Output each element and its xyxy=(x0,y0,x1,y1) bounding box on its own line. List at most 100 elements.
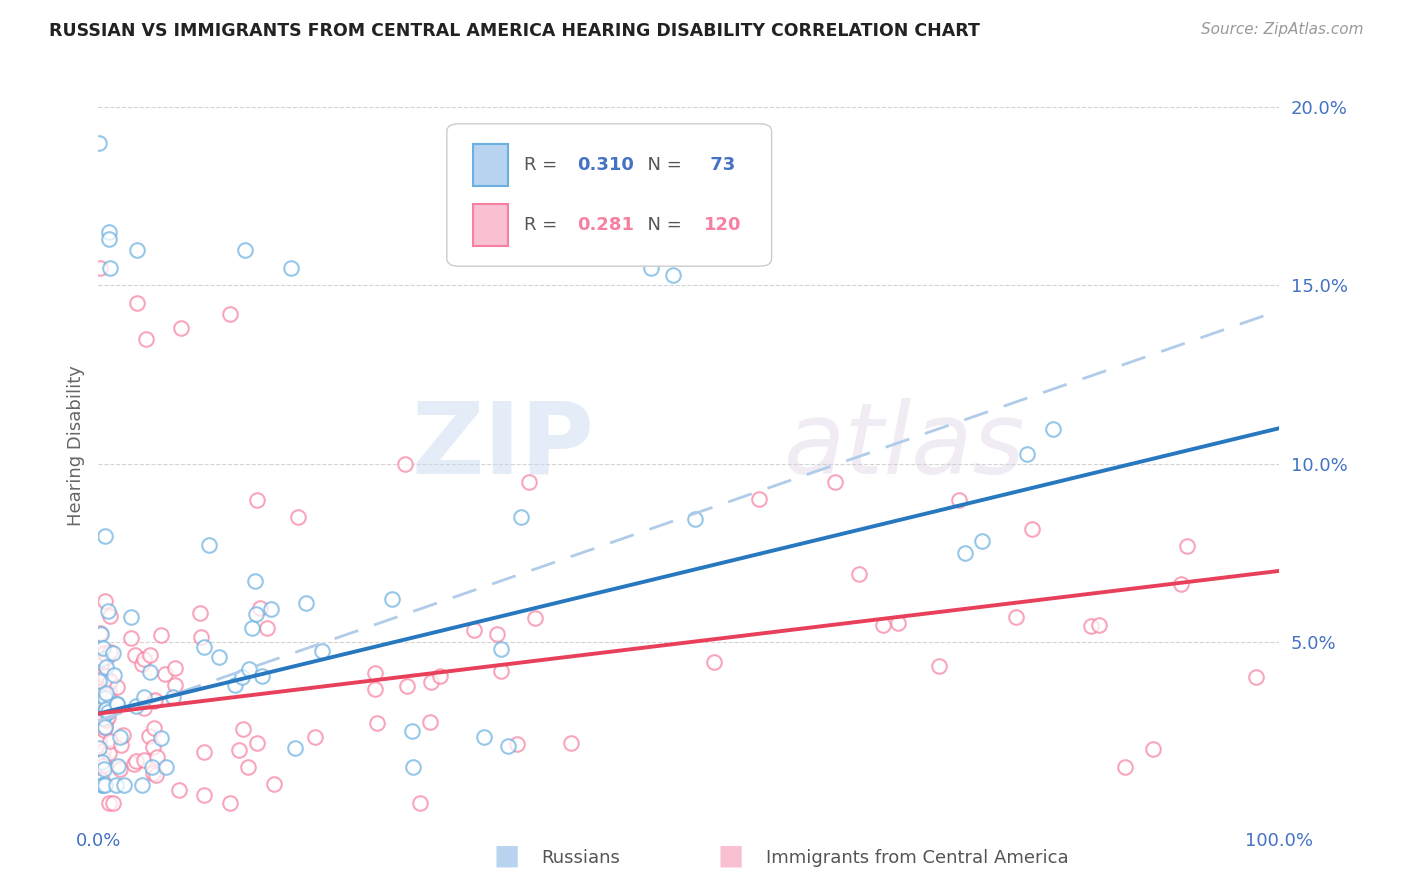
Point xyxy=(141,760,163,774)
Point xyxy=(489,642,512,657)
Point xyxy=(90,682,112,697)
Point xyxy=(91,690,114,705)
Point xyxy=(887,616,910,631)
Point xyxy=(420,675,443,690)
Point xyxy=(89,712,111,726)
Point xyxy=(683,512,706,526)
Point xyxy=(91,640,114,655)
Point xyxy=(89,734,111,748)
Point xyxy=(245,492,267,507)
Point xyxy=(948,492,970,507)
Text: 120: 120 xyxy=(704,216,742,234)
Point xyxy=(96,650,118,665)
Point xyxy=(135,332,157,346)
Point xyxy=(1142,742,1164,756)
Text: 0.281: 0.281 xyxy=(576,216,634,234)
Text: Russians: Russians xyxy=(541,849,620,867)
Point xyxy=(155,759,177,773)
Point xyxy=(105,697,128,711)
Point xyxy=(970,533,993,548)
Text: N =: N = xyxy=(636,156,688,174)
Point xyxy=(107,758,129,772)
Point xyxy=(190,631,212,645)
Point xyxy=(134,652,156,666)
Point xyxy=(90,718,112,732)
Point xyxy=(218,307,240,321)
Point xyxy=(363,666,385,681)
Point xyxy=(93,762,115,776)
Point xyxy=(224,678,246,692)
Text: R =: R = xyxy=(523,216,562,234)
Point xyxy=(517,475,540,489)
Point xyxy=(142,721,165,735)
Point xyxy=(1080,618,1102,632)
Point xyxy=(91,744,114,758)
Point xyxy=(98,645,121,659)
Point xyxy=(97,699,120,714)
Point xyxy=(1005,610,1028,624)
FancyBboxPatch shape xyxy=(472,145,508,186)
Point xyxy=(162,690,184,704)
Point xyxy=(132,700,155,714)
Text: Immigrants from Central America: Immigrants from Central America xyxy=(766,849,1069,867)
Point xyxy=(167,783,190,797)
Point xyxy=(131,778,153,792)
Point xyxy=(153,667,176,681)
Point xyxy=(125,754,148,768)
Point xyxy=(90,626,112,640)
Point xyxy=(125,296,148,310)
Point xyxy=(134,753,156,767)
Point xyxy=(145,692,167,706)
Point xyxy=(408,796,430,810)
Point xyxy=(193,788,215,802)
Point xyxy=(94,686,117,700)
Point xyxy=(824,475,846,489)
Point xyxy=(91,721,114,735)
Point xyxy=(89,626,111,640)
Point xyxy=(89,136,111,150)
Point xyxy=(510,509,533,524)
Point xyxy=(1021,522,1043,536)
Point xyxy=(122,757,145,772)
Point xyxy=(105,680,128,694)
Point xyxy=(125,698,148,713)
Point xyxy=(146,750,169,764)
Point xyxy=(90,778,112,792)
Point xyxy=(256,621,278,635)
Point xyxy=(165,660,187,674)
Text: N =: N = xyxy=(636,216,688,234)
Point xyxy=(170,321,193,335)
Point xyxy=(139,648,162,663)
Point xyxy=(94,660,117,674)
Point xyxy=(381,591,404,606)
Point xyxy=(280,260,302,275)
Point xyxy=(150,628,173,642)
Point xyxy=(90,698,112,712)
Point xyxy=(89,673,111,688)
Point xyxy=(108,730,131,744)
Point xyxy=(93,529,115,543)
Point xyxy=(193,640,215,655)
Point xyxy=(98,746,121,760)
Point xyxy=(98,673,121,688)
Point xyxy=(165,678,187,692)
Point xyxy=(97,676,120,690)
Point xyxy=(145,768,167,782)
Point xyxy=(486,627,509,641)
Point xyxy=(394,457,416,471)
Point xyxy=(97,225,120,239)
Point xyxy=(98,685,121,699)
Point xyxy=(97,710,120,724)
Point xyxy=(87,746,110,760)
Point xyxy=(97,705,120,719)
Point xyxy=(240,621,263,635)
Point xyxy=(96,702,118,716)
Text: R =: R = xyxy=(523,156,562,174)
Point xyxy=(94,703,117,717)
Text: atlas: atlas xyxy=(783,398,1025,494)
Point xyxy=(138,729,160,743)
Point xyxy=(101,646,124,660)
Point xyxy=(364,681,387,696)
Point xyxy=(91,682,114,697)
Point xyxy=(90,773,112,788)
